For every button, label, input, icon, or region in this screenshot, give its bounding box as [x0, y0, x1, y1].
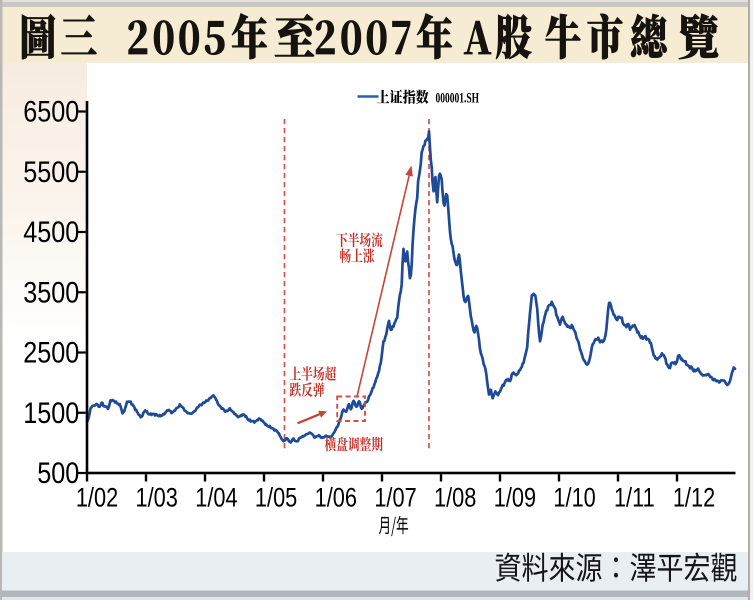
svg-text:1/05: 1/05: [255, 483, 297, 513]
svg-text:1/04: 1/04: [195, 483, 237, 513]
svg-text:1/03: 1/03: [136, 483, 178, 513]
svg-text:1/11: 1/11: [614, 483, 655, 513]
svg-text:1/09: 1/09: [494, 483, 536, 513]
svg-text:3500: 3500: [23, 276, 79, 309]
svg-text:5500: 5500: [23, 155, 79, 188]
svg-text:1/10: 1/10: [553, 483, 595, 513]
svg-text:1500: 1500: [23, 396, 79, 429]
svg-text:4500: 4500: [23, 215, 79, 248]
svg-text:1/02: 1/02: [76, 483, 118, 513]
svg-text:1/06: 1/06: [315, 483, 357, 513]
svg-text:1/08: 1/08: [434, 483, 476, 513]
svg-text:1/12: 1/12: [673, 483, 715, 513]
svg-text:2500: 2500: [23, 336, 79, 369]
svg-text:6500: 6500: [23, 95, 79, 128]
svg-text:500: 500: [37, 456, 79, 489]
svg-text:000001.SH: 000001.SH: [436, 91, 480, 107]
svg-text:1/07: 1/07: [374, 483, 416, 513]
